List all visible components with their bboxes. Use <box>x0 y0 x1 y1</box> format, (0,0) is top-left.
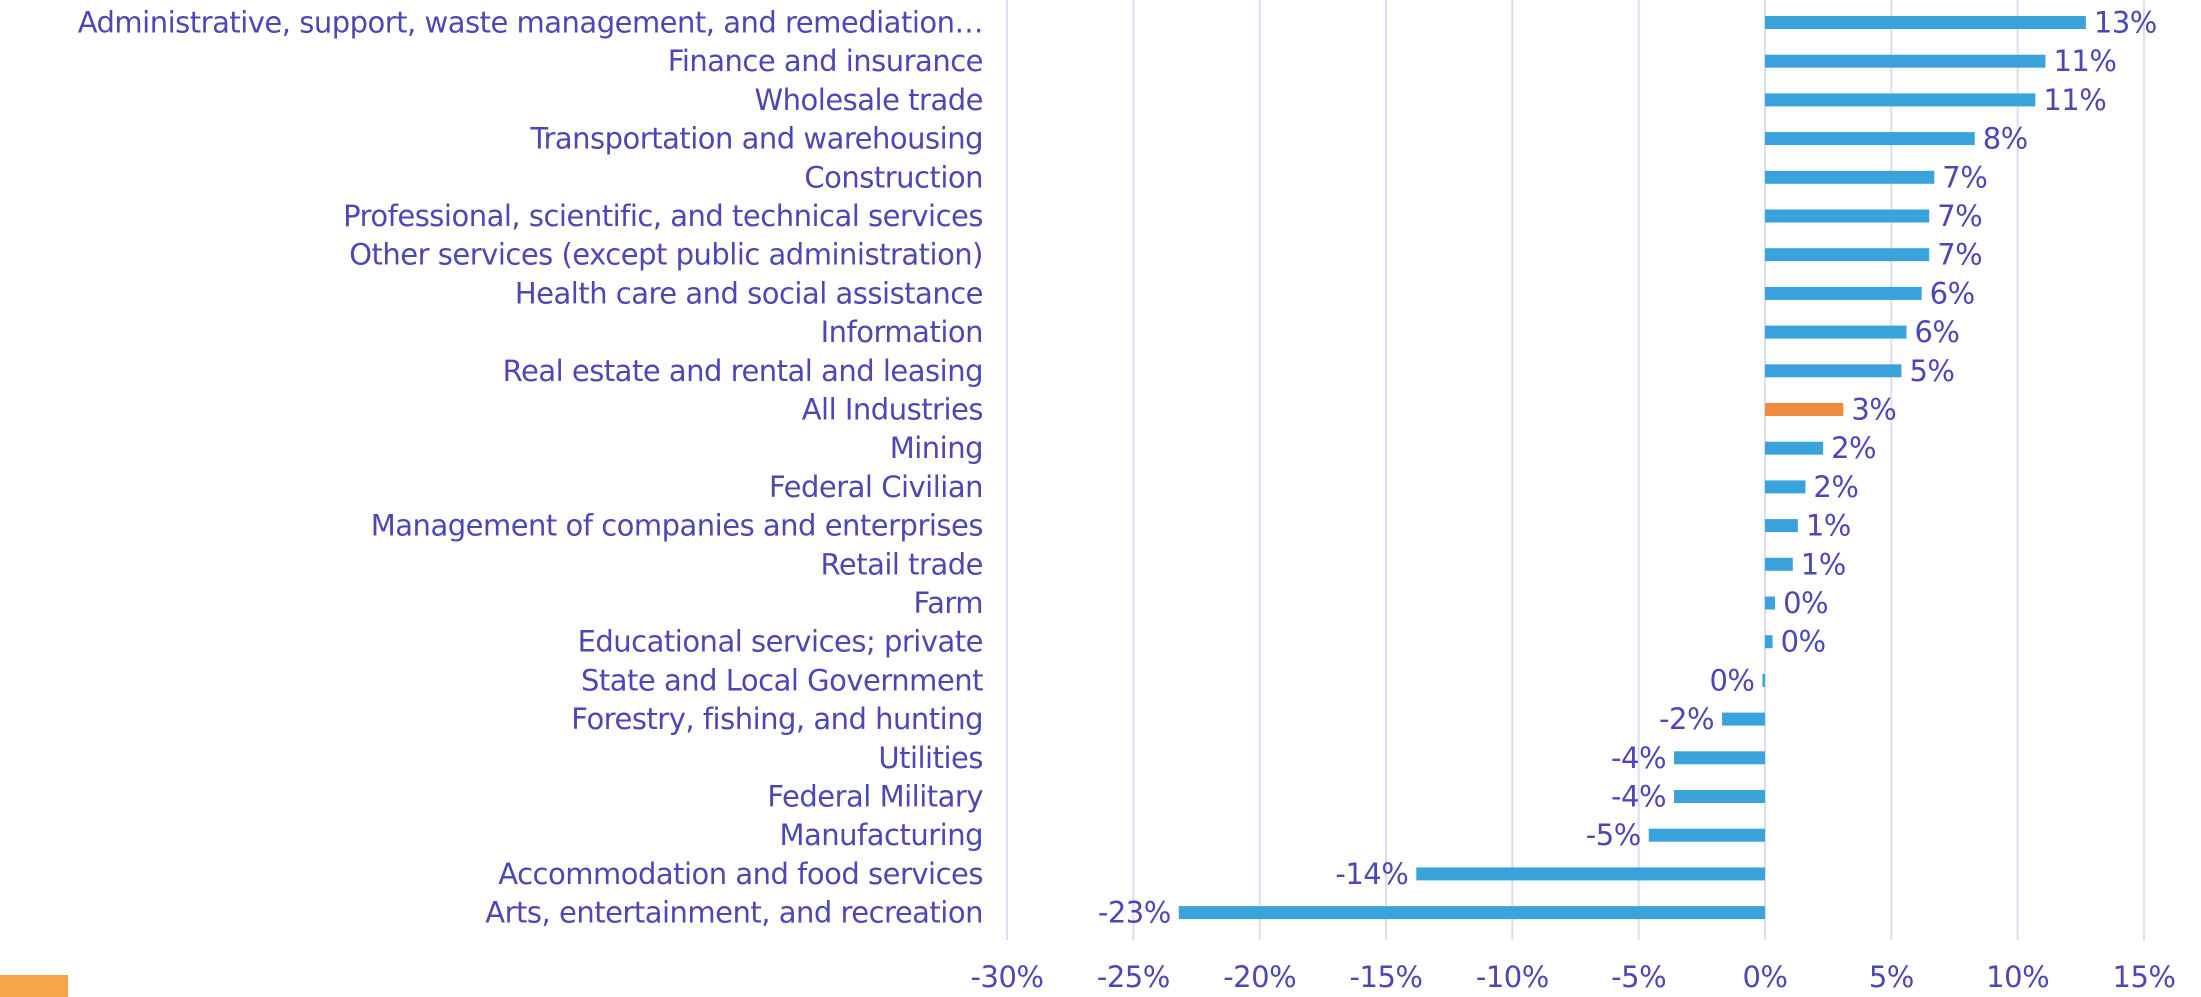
value-label: 6% <box>1930 276 1975 310</box>
value-label: -4% <box>1611 780 1666 814</box>
x-tick-label: -5% <box>1611 960 1666 994</box>
category-label: Health care and social assistance <box>515 276 983 310</box>
value-label: -4% <box>1611 741 1666 775</box>
bar <box>1765 403 1843 416</box>
category-label: Forestry, fishing, and hunting <box>571 702 983 736</box>
bar <box>1416 867 1765 880</box>
category-label: Other services (except public administra… <box>349 238 983 272</box>
category-label: Federal Military <box>767 780 983 814</box>
bar <box>1765 635 1773 648</box>
bar <box>1765 326 1906 339</box>
value-label: 2% <box>1831 431 1876 465</box>
category-label: Utilities <box>878 741 983 775</box>
value-label: 0% <box>1783 586 1828 620</box>
value-label: 6% <box>1914 315 1959 349</box>
x-tick-label: 5% <box>1869 960 1914 994</box>
value-label: 7% <box>1942 160 1987 194</box>
value-label: 11% <box>2053 44 2116 78</box>
x-tick-label: -20% <box>1223 960 1296 994</box>
value-label: 7% <box>1937 238 1982 272</box>
x-tick-label: 0% <box>1742 960 1787 994</box>
category-label: Federal Civilian <box>769 470 983 504</box>
value-label: -14% <box>1335 857 1408 891</box>
bar <box>1765 597 1775 610</box>
bar <box>1179 906 1765 919</box>
bar <box>1765 364 1901 377</box>
category-label: Information <box>821 315 983 349</box>
category-label: Professional, scientific, and technical … <box>343 199 983 233</box>
category-label: All Industries <box>802 393 983 427</box>
bar <box>1674 751 1765 764</box>
value-label: -5% <box>1586 818 1641 852</box>
bar <box>1765 558 1793 571</box>
bar <box>1765 171 1934 184</box>
value-label: 3% <box>1851 393 1896 427</box>
category-label: Mining <box>890 431 983 465</box>
bar <box>1649 829 1765 842</box>
value-label: 0% <box>1781 625 1826 659</box>
value-label: 5% <box>1909 354 1954 388</box>
bar <box>1765 16 2086 29</box>
x-tick-label: 10% <box>1986 960 2049 994</box>
bar <box>1765 248 1929 261</box>
value-label: 1% <box>1801 547 1846 581</box>
category-label: Educational services; private <box>578 625 983 659</box>
category-label: Transportation and warehousing <box>530 122 983 156</box>
category-label: Management of companies and enterprises <box>371 509 983 543</box>
x-tick-label: -25% <box>1097 960 1170 994</box>
bar <box>1765 55 2045 68</box>
category-label: Manufacturing <box>780 818 984 852</box>
bar <box>1762 674 1765 687</box>
x-tick-label: 15% <box>2113 960 2176 994</box>
category-label: Wholesale trade <box>754 83 983 117</box>
bar <box>1765 210 1929 223</box>
category-label: Retail trade <box>821 547 983 581</box>
bar <box>1765 442 1823 455</box>
value-label: 13% <box>2094 6 2157 40</box>
category-label: Farm <box>914 586 983 620</box>
bar <box>1674 790 1765 803</box>
category-label: State and Local Government <box>581 663 983 697</box>
category-label: Accommodation and food services <box>498 857 983 891</box>
bar <box>1765 480 1805 493</box>
category-label: Arts, entertainment, and recreation <box>485 896 983 930</box>
value-label: 7% <box>1937 199 1982 233</box>
category-label: Finance and insurance <box>668 44 983 78</box>
category-label: Administrative, support, waste managemen… <box>78 6 983 40</box>
category-label: Construction <box>804 160 983 194</box>
value-label: 1% <box>1806 509 1851 543</box>
value-label: 0% <box>1709 663 1754 697</box>
bar <box>1722 713 1765 726</box>
value-label: 11% <box>2043 83 2106 117</box>
bar <box>1765 132 1975 145</box>
chart: -30% -25% -20% -15% -10% -5% 0% 5% 10% 15% Adminis… <box>0 0 2201 997</box>
value-label: 8% <box>1983 122 2028 156</box>
bar <box>1765 519 1798 532</box>
bar <box>1765 287 1922 300</box>
category-label: Real estate and rental and leasing <box>503 354 983 388</box>
logo-fragment <box>0 975 68 997</box>
value-label: -2% <box>1659 702 1714 736</box>
value-label: 2% <box>1813 470 1858 504</box>
value-label: -23% <box>1098 896 1171 930</box>
bar <box>1765 93 2035 106</box>
x-tick-label: -15% <box>1350 960 1423 994</box>
x-tick-label: -10% <box>1476 960 1549 994</box>
x-tick-label: -30% <box>971 960 1044 994</box>
